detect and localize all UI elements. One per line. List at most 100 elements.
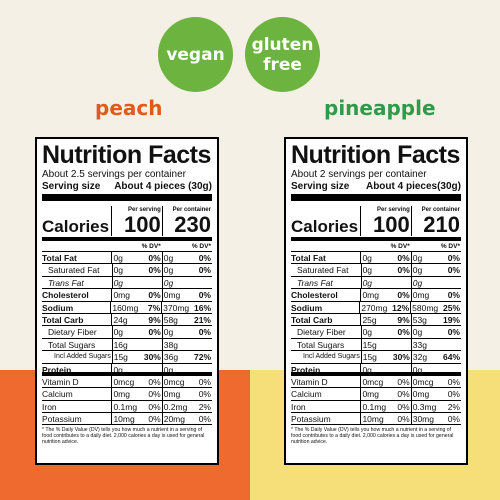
nutrient-name: Incl Added Sugars [54,353,111,361]
amount-per-serving: 0g [111,252,138,264]
dv-per-serving: 30% [392,352,410,363]
dv-per-serving: 0% [148,265,161,276]
panel-title: Nutrition Facts [42,141,211,169]
gluten-free-badge: gluten free [245,17,320,92]
dv-per-container: 16% [193,302,211,313]
gluten-badge-line2: free [263,54,302,75]
amount-per-container: 36g [161,351,189,363]
amount-per-serving: 24g [111,313,138,326]
servings-per-container: About 2 servings per container [291,169,427,180]
calories-per-container: 230 [174,212,211,237]
nutrient-name: Trans Fat [297,277,333,288]
nutrient-name: Total Fat [42,253,77,263]
amount-per-container: 0g [410,326,438,338]
amount-per-container: 0g [410,276,438,289]
nutrient-row: Cholesterol 0mg 0% 0mg 0% [291,289,461,302]
amount-per-container: 58g [161,313,189,326]
amount-per-serving: 0g [360,276,388,289]
per-container-label: Per container [421,207,460,213]
dv-per-serving [139,364,162,372]
nutrient-name: Protein [291,364,321,372]
serving-size-row: Serving size About 4 pieces (30g) [42,181,212,201]
dv-per-serving: 0% [148,389,161,400]
amount-per-serving: 25g [360,313,387,326]
calories-per-serving: 100 [124,212,161,237]
per-serving-label: Per serving [128,207,161,213]
nutrient-row: Total Fat 0g 0% 0g 0% [291,252,461,265]
calories-per-container: 210 [423,212,460,237]
amount-per-container: 0g [410,363,438,375]
amount-per-serving: 0g [360,326,388,338]
nutrient-name: Trans Fat [48,277,84,288]
amount-per-serving: 15g [360,338,388,351]
dv-per-container: 0% [198,290,211,301]
nutrient-row: Saturated Fat 0g 0% 0g 0% [42,264,212,277]
nutrient-name: Potassium [291,414,331,425]
dv-per-container: 0% [198,265,211,276]
nutrient-row: Saturated Fat 0g 0% 0g 0% [291,264,461,277]
dv-per-serving: 9% [148,314,161,325]
dv-per-serving [139,277,162,288]
dv-per-container: 0% [198,389,211,400]
calories-per-container-col: Per container 230 [161,206,212,237]
dv-per-serving: 30% [143,352,161,363]
dv-per-container: 21% [193,314,211,325]
nutrient-name: Saturated Fat [297,265,349,276]
dv-per-serving: 9% [397,314,410,325]
dv-per-container: 0% [198,253,211,263]
amount-per-container: 38g [161,338,189,351]
amount-per-container: 33g [410,338,438,351]
dv-per-container [438,339,461,350]
amount-per-container: 0mg [410,289,438,301]
flavor-label-peach: peach [95,96,163,120]
dv-per-container: 2% [447,401,460,412]
dv-per-serving: 0% [148,376,161,387]
panel-title: Nutrition Facts [291,141,460,169]
calories-row: Calories Per serving 100 Per container 210 [291,201,461,241]
amount-per-container: 32g [410,351,438,363]
dv-header-serving: % DV* [141,243,161,250]
nutrient-row: Calcium 0mg 0% 0mg 0% [291,388,461,401]
nutrient-row: Trans Fat 0g 0g [42,276,212,290]
nutrient-row: Incl Added Sugars 15g 30% 32g 64% [291,351,461,364]
dv-per-serving: 7% [147,302,161,313]
amount-per-container: 53g [410,313,438,326]
nutrient-name: Sodium [42,302,74,313]
nutrient-name: Protein [42,364,72,372]
gluten-badge-line1: gluten [251,34,314,55]
amount-per-serving: 0g [360,363,387,375]
serving-size-label: Serving size [42,181,101,192]
dv-per-serving: 0% [148,253,161,263]
calories-per-serving: 100 [373,212,410,237]
nutrient-row: Iron 0.1mg 0% 0.3mg 2% [291,400,461,414]
serving-size-value: About 4 pieces(30g) [365,181,461,192]
nutrient-name: Vitamin D [42,376,79,387]
nutrient-name: Total Carb [291,314,333,325]
per-container-label: Per container [172,207,211,213]
nutrient-row: Total Sugars 16g 38g [42,338,212,352]
amount-per-serving: 10mg [360,413,387,425]
per-serving-label: Per serving [377,207,410,213]
calories-label: Calories [42,217,110,236]
dv-per-serving: 0% [148,414,161,425]
serving-size-label: Serving size [291,181,350,192]
amount-per-container: 0mcg [410,375,438,388]
nutrient-name: Calcium [291,389,322,400]
amount-per-serving: 0g [111,363,138,375]
nutrient-name: Cholesterol [42,290,89,301]
amount-per-serving: 0mg [111,289,138,301]
vegan-badge: vegan [158,17,233,92]
dv-per-serving: 12% [392,302,410,313]
nutrient-row: Protein 0g 0g [291,363,461,376]
dv-per-container: 0% [447,327,460,338]
amount-per-serving: 0mcg [111,375,138,388]
dv-spacer [42,241,112,251]
nutrient-name: Total Carb [42,314,84,325]
nutrient-name: Iron [42,401,57,412]
amount-per-container: 370mg [161,301,190,313]
dv-per-container: 0% [198,414,211,425]
dv-per-serving: 0% [148,290,161,301]
dv-per-serving: 0% [148,401,161,412]
nutrient-row: Total Carb 24g 9% 58g 21% [42,313,212,327]
dv-per-container: 0% [198,376,211,387]
